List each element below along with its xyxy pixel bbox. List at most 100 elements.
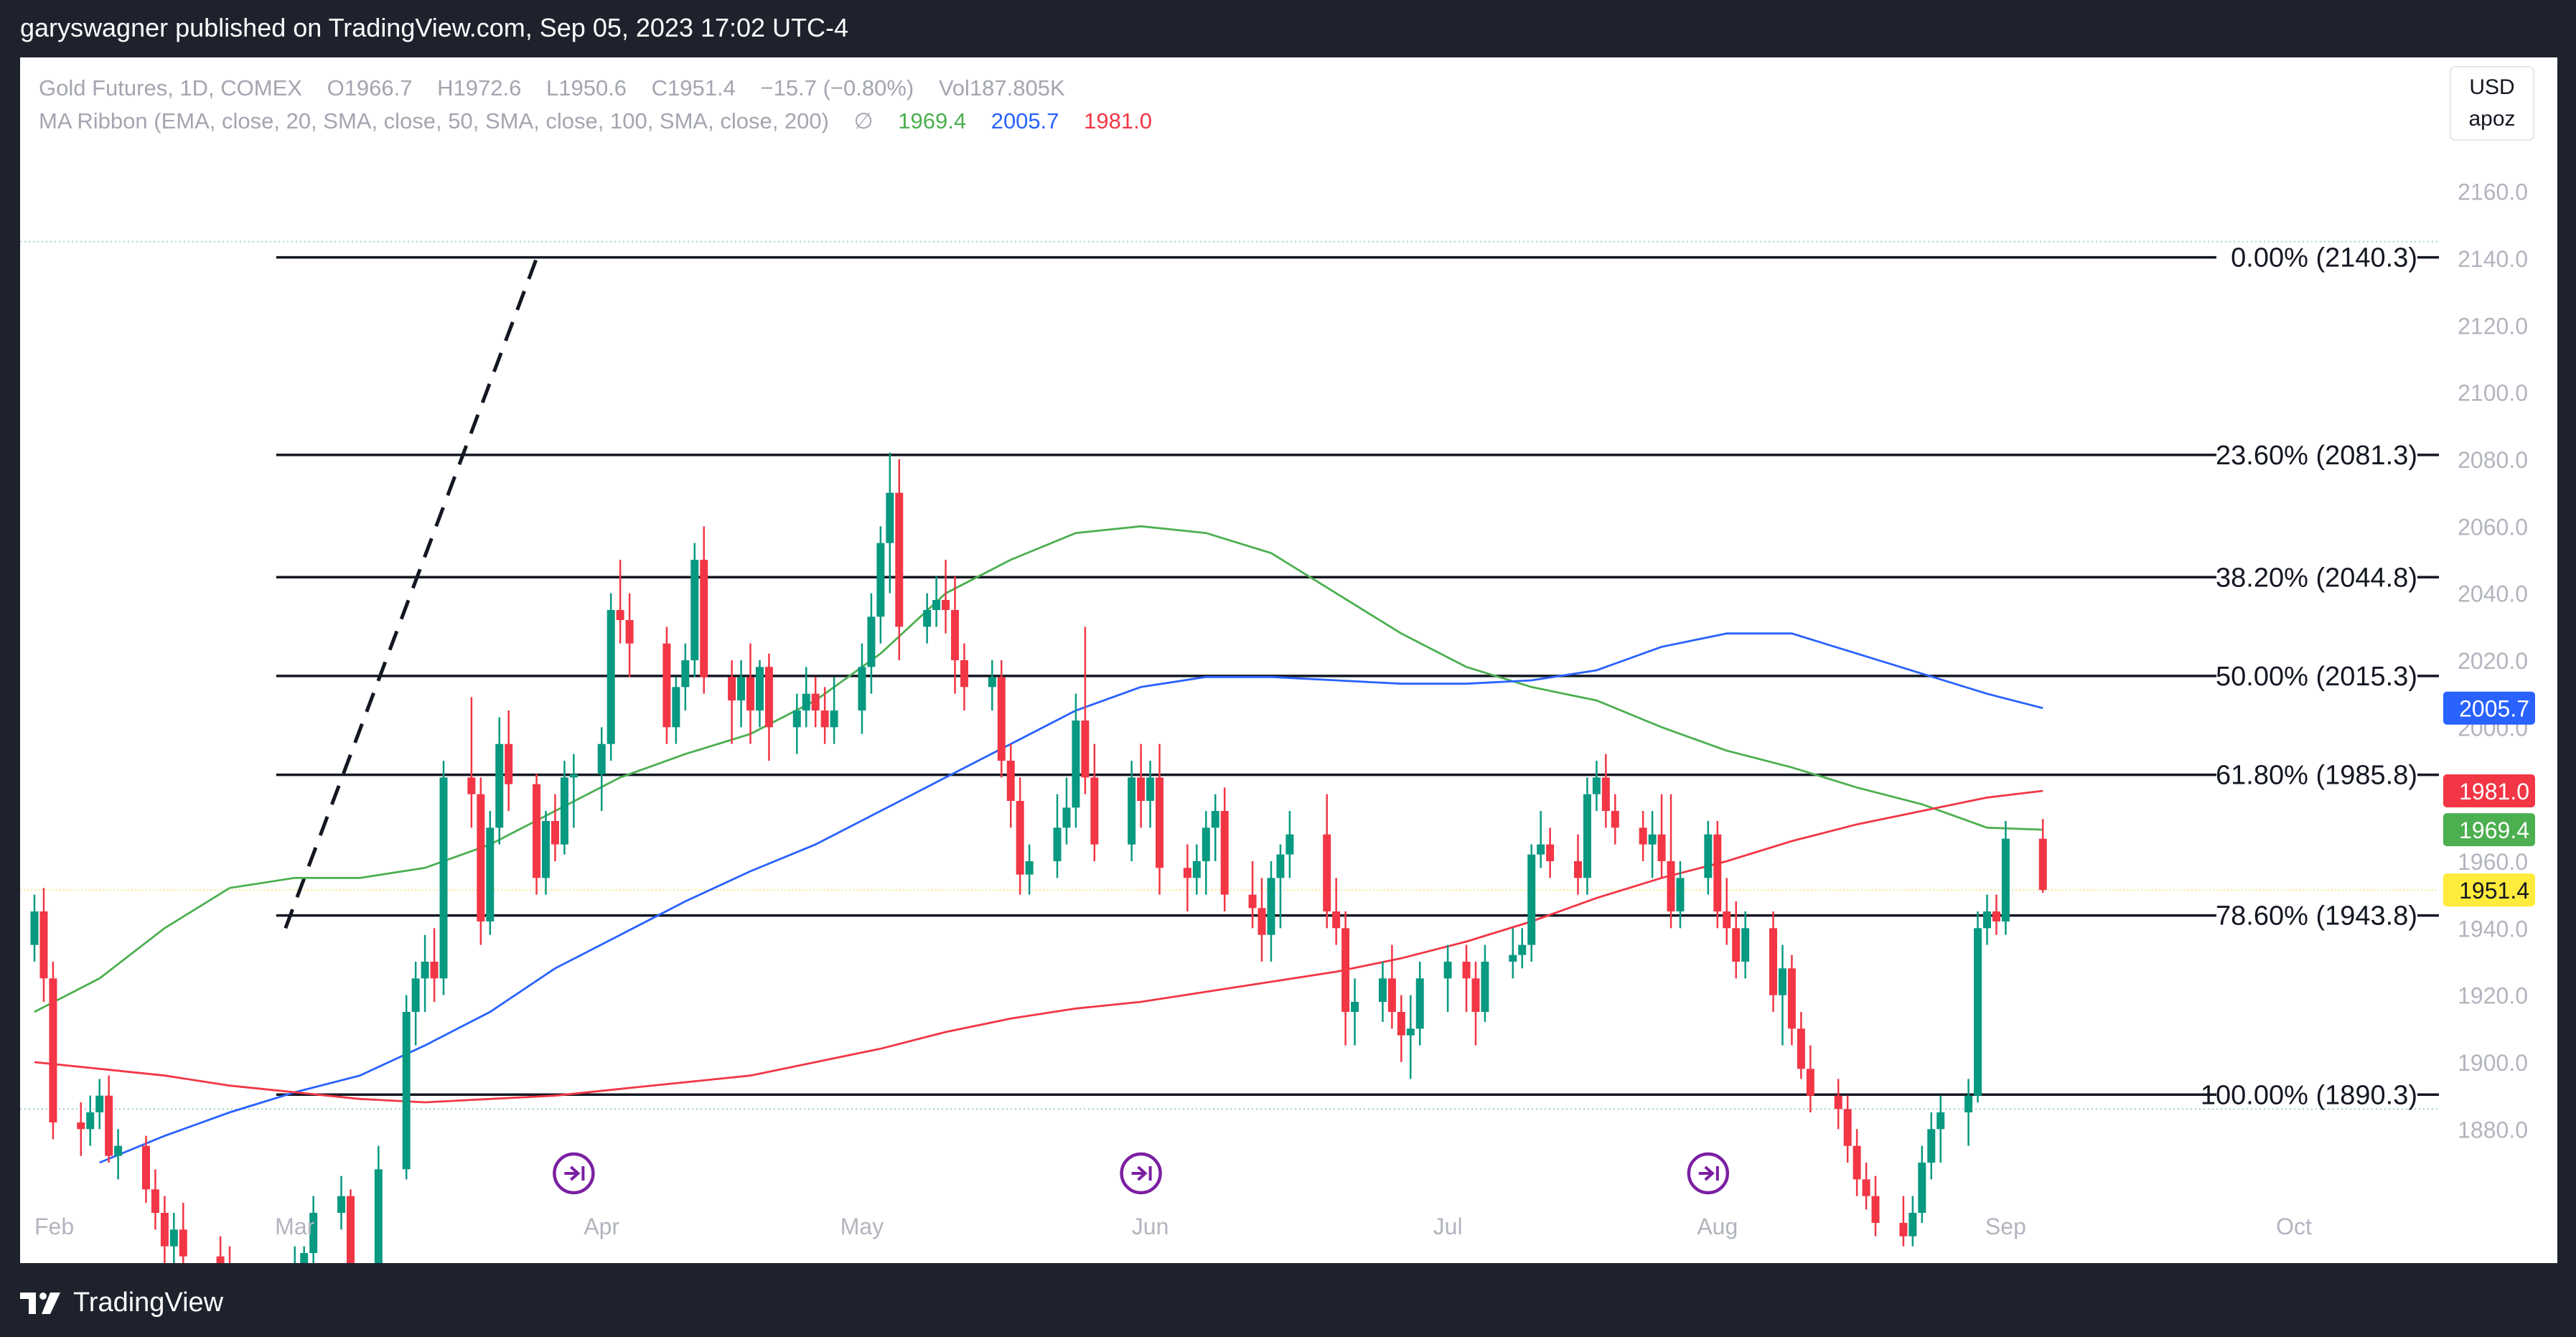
candle-body[interactable] — [300, 1253, 309, 1263]
candle-body[interactable] — [1667, 861, 1675, 911]
candle-body[interactable] — [1583, 794, 1591, 878]
trend-line[interactable] — [284, 258, 538, 929]
candle-body[interactable] — [337, 1196, 346, 1213]
candle-body[interactable] — [86, 1112, 95, 1130]
candle-body[interactable] — [486, 827, 495, 921]
candle-body[interactable] — [1415, 978, 1424, 1029]
candle-body[interactable] — [542, 821, 551, 878]
candle-body[interactable] — [1899, 1223, 1908, 1237]
candle-body[interactable] — [1481, 962, 1489, 1012]
candle-body[interactable] — [141, 1145, 150, 1190]
candle-body[interactable] — [1341, 928, 1350, 1012]
candle-body[interactable] — [1276, 854, 1285, 878]
tradingview-logo[interactable]: TradingView — [20, 1287, 223, 1318]
candle-body[interactable] — [811, 693, 820, 710]
candle-body[interactable] — [1806, 1069, 1814, 1096]
candle-body[interactable] — [737, 677, 746, 700]
currency-unit-button[interactable]: USD apoz — [2450, 66, 2534, 141]
candle-body[interactable] — [820, 710, 829, 728]
candle-body[interactable] — [1146, 777, 1155, 801]
candle-body[interactable] — [1601, 777, 1610, 811]
candle-body[interactable] — [421, 962, 429, 979]
candle-body[interactable] — [95, 1095, 104, 1112]
candle-body[interactable] — [625, 620, 634, 644]
candle-body[interactable] — [1062, 807, 1071, 828]
candle-body[interactable] — [792, 710, 801, 728]
candle-body[interactable] — [867, 616, 876, 667]
chart-panel[interactable]: 0.00% (2140.3) 23.60% (2081.3) 38.20% (204… — [20, 57, 2557, 1263]
candle-body[interactable] — [728, 677, 736, 700]
candle-body[interactable] — [1072, 721, 1080, 808]
candle-body[interactable] — [997, 677, 1006, 761]
candle-body[interactable] — [1202, 827, 1210, 861]
candle-body[interactable] — [616, 610, 624, 620]
candle-body[interactable] — [560, 777, 568, 845]
candle-body[interactable] — [1843, 1109, 1852, 1146]
candle-body[interactable] — [932, 600, 941, 610]
candle-body[interactable] — [1509, 954, 1517, 962]
candle-body[interactable] — [1257, 908, 1266, 935]
candle-body[interactable] — [1862, 1179, 1870, 1196]
candle-body[interactable] — [1211, 811, 1219, 828]
candle-body[interactable] — [309, 1213, 318, 1253]
candle-body[interactable] — [1657, 834, 1666, 861]
candle-body[interactable] — [346, 1196, 355, 1263]
candle-body[interactable] — [802, 693, 810, 710]
candle-body[interactable] — [216, 1256, 225, 1263]
candle-body[interactable] — [1834, 1095, 1842, 1110]
candle-body[interactable] — [1351, 1002, 1359, 1012]
candle-body[interactable] — [764, 667, 773, 728]
candle-body[interactable] — [755, 667, 764, 710]
candle-body[interactable] — [1053, 827, 1062, 861]
candle-body[interactable] — [1397, 1012, 1405, 1036]
candle-body[interactable] — [495, 743, 504, 828]
candle-body[interactable] — [30, 911, 39, 945]
candle-body[interactable] — [1016, 801, 1024, 875]
candle-body[interactable] — [597, 743, 606, 774]
candle-body[interactable] — [951, 610, 960, 660]
symbol-name[interactable]: Gold Futures, 1D, COMEX — [39, 75, 302, 100]
candle-body[interactable] — [1267, 878, 1275, 935]
candle-body[interactable] — [533, 784, 541, 878]
candle-body[interactable] — [402, 1012, 411, 1170]
candle-body[interactable] — [1648, 834, 1657, 845]
candle-body[interactable] — [858, 667, 866, 710]
candle-body[interactable] — [1732, 928, 1741, 962]
candle-body[interactable] — [1871, 1196, 1880, 1223]
candle-body[interactable] — [876, 543, 885, 617]
candle-body[interactable] — [1936, 1112, 1945, 1130]
candle-body[interactable] — [374, 1169, 383, 1263]
candle-body[interactable] — [1778, 968, 1786, 995]
candle-body[interactable] — [411, 978, 420, 1012]
candle-body[interactable] — [1982, 911, 1991, 929]
candle-body[interactable] — [1156, 777, 1164, 868]
candle-body[interactable] — [1927, 1129, 1936, 1163]
candle-body[interactable] — [1974, 928, 1982, 1096]
candle-body[interactable] — [886, 492, 894, 543]
candle-body[interactable] — [2038, 838, 2047, 891]
candle-body[interactable] — [1787, 968, 1796, 1029]
candle-body[interactable] — [1723, 911, 1731, 929]
candle-body[interactable] — [1537, 844, 1545, 855]
candle-body[interactable] — [77, 1122, 85, 1130]
candle-body[interactable] — [1248, 894, 1257, 909]
candle-body[interactable] — [1128, 777, 1136, 845]
candle-body[interactable] — [1332, 911, 1341, 929]
candle-body[interactable] — [1183, 868, 1191, 878]
candle-body[interactable] — [1006, 761, 1015, 801]
candle-body[interactable] — [895, 492, 904, 627]
candle-body[interactable] — [700, 560, 708, 677]
candle-body[interactable] — [1676, 878, 1685, 911]
candle-body[interactable] — [690, 560, 699, 660]
candle-body[interactable] — [681, 660, 690, 688]
candle-body[interactable] — [1406, 1028, 1415, 1036]
candle-body[interactable] — [1471, 978, 1480, 1012]
candle-body[interactable] — [1546, 844, 1555, 861]
candle-body[interactable] — [151, 1189, 159, 1213]
candle-body[interactable] — [1462, 962, 1471, 979]
candle-body[interactable] — [114, 1145, 123, 1156]
candle-body[interactable] — [439, 777, 448, 979]
candle-body[interactable] — [551, 821, 559, 845]
candle-body[interactable] — [606, 610, 615, 744]
candle-body[interactable] — [430, 962, 439, 979]
